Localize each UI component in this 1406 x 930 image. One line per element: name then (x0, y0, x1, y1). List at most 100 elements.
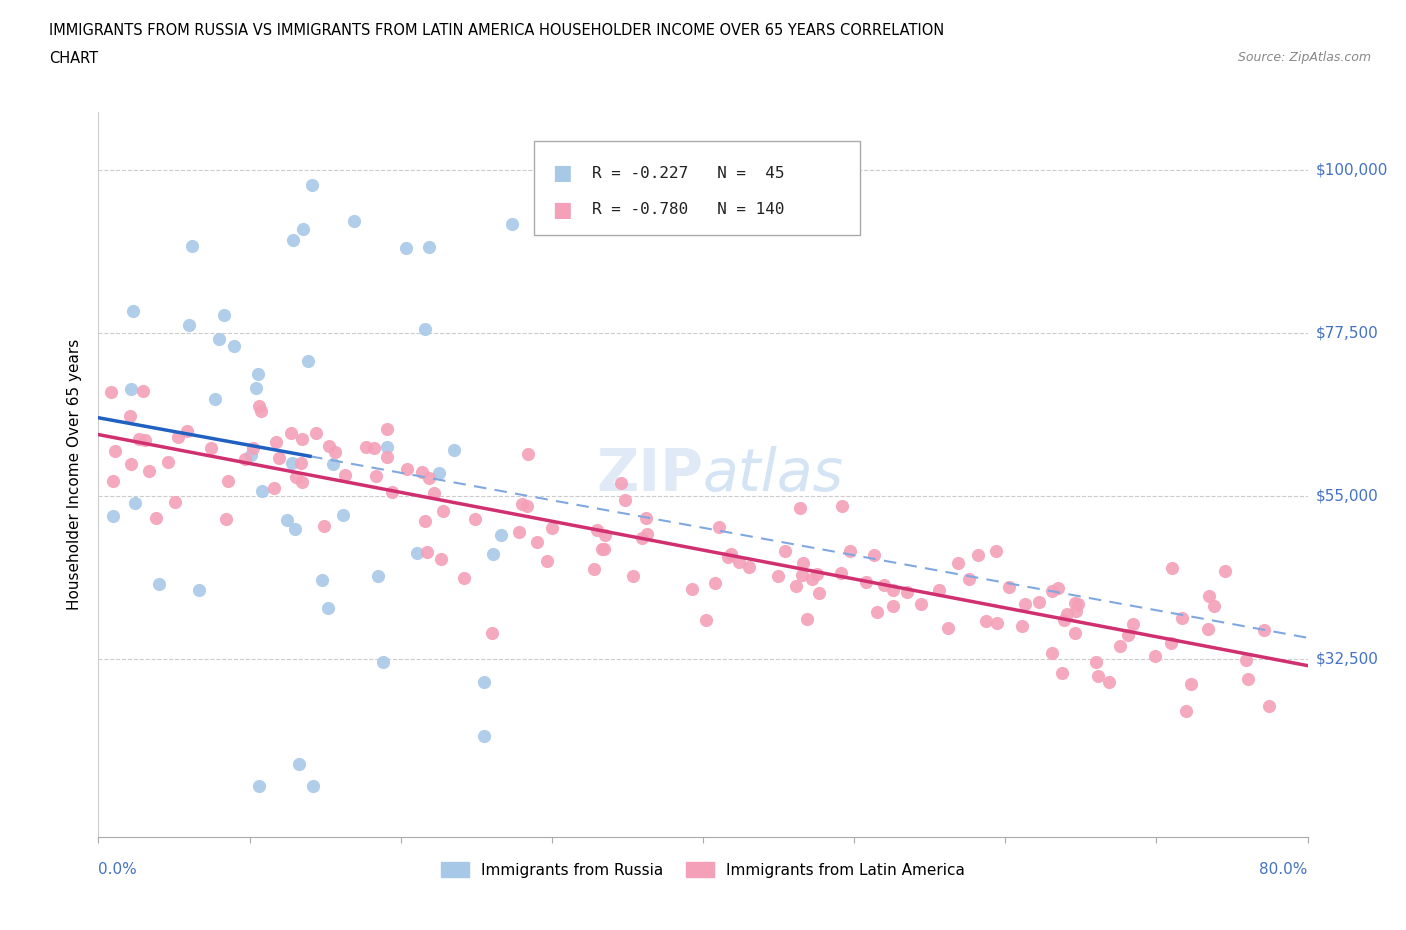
Point (1046, 580, 1069, 595)
Point (335, 468, 357, 483)
Point (516, 446, 538, 461)
Point (101, 473, 124, 488)
Point (290, 456, 312, 471)
Point (323, 445, 346, 459)
Point (432, 503, 454, 518)
Point (896, 585, 918, 600)
Point (281, 232, 304, 247)
Point (472, 675, 495, 690)
Point (720, 546, 742, 561)
Point (148, 577, 170, 591)
Point (501, 217, 523, 232)
Point (863, 547, 886, 562)
Point (245, 381, 267, 396)
Text: ■: ■ (551, 200, 572, 219)
Point (541, 521, 564, 536)
Point (882, 598, 904, 613)
Point (928, 583, 950, 598)
Point (946, 555, 969, 570)
Point (966, 547, 988, 562)
Point (284, 521, 307, 536)
Point (1160, 636, 1182, 651)
Point (239, 448, 262, 463)
Point (508, 525, 530, 539)
Point (395, 461, 418, 476)
Point (882, 582, 904, 597)
Legend: Immigrants from Russia, Immigrants from Latin America: Immigrants from Russia, Immigrants from … (434, 856, 972, 884)
Point (481, 625, 503, 640)
Point (789, 500, 811, 515)
Point (536, 554, 558, 569)
Text: atlas: atlas (703, 445, 844, 503)
Point (204, 392, 226, 406)
Point (1197, 622, 1219, 637)
Point (413, 513, 436, 528)
Text: R = -0.227   N =  45: R = -0.227 N = 45 (592, 166, 785, 180)
Point (1234, 652, 1257, 667)
Point (510, 497, 533, 512)
Point (634, 511, 657, 525)
Text: R = -0.780   N = 140: R = -0.780 N = 140 (592, 202, 785, 217)
Point (785, 578, 807, 593)
Point (375, 440, 398, 455)
Y-axis label: Householder Income Over 65 years: Householder Income Over 65 years (67, 339, 83, 610)
Point (1052, 666, 1074, 681)
Point (807, 585, 830, 600)
Point (516, 498, 538, 513)
Point (418, 240, 440, 255)
Text: $100,000: $100,000 (1316, 162, 1388, 177)
Point (166, 429, 188, 444)
Point (122, 303, 145, 318)
Point (263, 481, 285, 496)
Point (636, 526, 658, 541)
Point (416, 545, 439, 560)
Point (250, 404, 273, 418)
Point (800, 572, 823, 587)
Text: CHART: CHART (49, 51, 98, 66)
Point (165, 495, 187, 510)
Point (709, 520, 731, 535)
Point (1040, 645, 1063, 660)
Text: 0.0%: 0.0% (98, 862, 138, 877)
Text: ■: ■ (551, 164, 572, 183)
Point (593, 541, 616, 556)
Point (1109, 639, 1132, 654)
Point (367, 568, 389, 583)
Point (100, 384, 122, 399)
Point (472, 728, 495, 743)
Point (290, 475, 312, 490)
Point (267, 450, 290, 465)
Point (418, 470, 440, 485)
Point (120, 408, 142, 423)
Point (792, 567, 814, 582)
Point (582, 562, 605, 577)
Point (395, 240, 418, 255)
Point (681, 581, 703, 596)
Text: ZIP: ZIP (596, 445, 703, 503)
Point (831, 498, 853, 513)
Point (429, 466, 451, 481)
Point (305, 425, 328, 440)
Point (957, 571, 980, 586)
Point (610, 475, 633, 490)
Text: $32,500: $32,500 (1316, 652, 1379, 667)
Point (1204, 598, 1226, 613)
Point (1143, 648, 1166, 663)
Point (866, 604, 889, 619)
Point (288, 757, 311, 772)
Point (247, 399, 270, 414)
Point (703, 576, 725, 591)
Point (1171, 610, 1194, 625)
Point (1098, 674, 1121, 689)
Point (247, 778, 270, 793)
Point (1175, 704, 1198, 719)
Point (1087, 668, 1109, 683)
Point (614, 493, 637, 508)
Point (181, 239, 204, 254)
Point (188, 582, 211, 597)
Point (727, 554, 749, 569)
Point (737, 560, 759, 575)
Point (998, 579, 1021, 594)
Point (411, 465, 433, 480)
Point (363, 441, 385, 456)
